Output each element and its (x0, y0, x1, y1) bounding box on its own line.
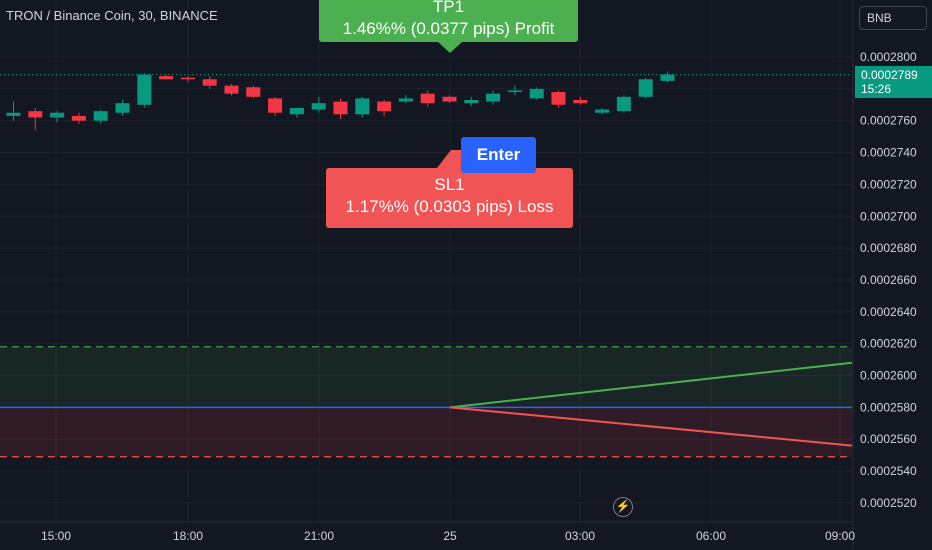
time-tick-label: 18:00 (173, 529, 203, 543)
stop-loss-pointer (437, 150, 461, 168)
last-price-tag: 0.0002789 15:26 (855, 66, 932, 98)
take-profit-title: TP1 (432, 0, 465, 16)
last-price-value: 0.0002789 (861, 68, 918, 82)
price-tick-label: 0.0002760 (860, 114, 917, 128)
time-tick-label: 25 (443, 529, 457, 543)
price-axis[interactable]: 0.00028000.00027800.00027600.00027400.00… (852, 0, 917, 550)
candle-body (573, 99, 588, 104)
candle-body (420, 93, 435, 104)
candle-body (50, 112, 65, 118)
time-tick-label: 21:00 (304, 529, 334, 543)
price-tick-label: 0.0002580 (860, 400, 917, 414)
candle-body (355, 98, 370, 115)
price-tick-label: 0.0002640 (860, 305, 917, 319)
take-profit-pointer (438, 42, 462, 53)
price-tick-label: 0.0002720 (860, 177, 917, 191)
candle-body (289, 107, 304, 115)
candle-body (246, 87, 261, 97)
take-profit-label[interactable]: TP1 1.46%% (0.0377 pips) Profit (319, 0, 578, 42)
candle-body (180, 77, 195, 80)
candle-body (137, 74, 152, 105)
candle-body (377, 101, 392, 112)
candle-body (333, 101, 348, 115)
candle-body (638, 79, 653, 97)
candle-body (551, 92, 566, 105)
price-tick-label: 0.0002800 (860, 50, 917, 64)
stop-loss-label[interactable]: SL1 1.17%% (0.0303 pips) Loss (326, 168, 573, 228)
enter-label[interactable]: Enter (461, 137, 536, 173)
candle-body (660, 74, 675, 81)
candle-body (398, 98, 413, 102)
price-tick-label: 0.0002560 (860, 432, 917, 446)
price-tick-label: 0.0002540 (860, 464, 917, 478)
candle-body (442, 96, 457, 102)
loss-zone (0, 407, 852, 457)
lightning-icon[interactable]: ⚡ (613, 497, 633, 517)
price-tick-label: 0.0002680 (860, 241, 917, 255)
price-tick-label: 0.0002700 (860, 209, 917, 223)
candle-body (159, 76, 174, 80)
stop-loss-title: SL1 (434, 175, 465, 194)
candle-body (71, 115, 86, 121)
chart-title: TRON / Binance Coin, 30, BINANCE (6, 8, 218, 23)
candle-body (311, 103, 326, 110)
profit-zone (0, 346, 852, 408)
candle-body (268, 98, 283, 113)
candle-body (28, 111, 43, 118)
time-tick-label: 03:00 (565, 529, 595, 543)
time-axis[interactable]: 15:00 18:00 21:00 25 03:00 06:00 09:00 (0, 521, 855, 543)
time-tick-label: 09:00 (825, 529, 855, 543)
bar-countdown: 15:26 (861, 82, 892, 96)
candle-body (115, 103, 130, 113)
profit-projection-line (449, 361, 853, 409)
candle-body (224, 85, 239, 94)
stop-loss-detail: 1.17%% (0.0303 pips) Loss (345, 197, 554, 216)
price-tick-label: 0.0002620 (860, 337, 917, 351)
price-tick-label: 0.0002600 (860, 369, 917, 383)
candle-body (486, 93, 501, 102)
time-tick-label: 15:00 (41, 529, 71, 543)
candle-body (595, 109, 610, 113)
take-profit-detail: 1.46%% (0.0377 pips) Profit (342, 19, 555, 38)
candle-body (202, 79, 217, 86)
position-zones (0, 42, 853, 458)
time-tick-label: 06:00 (696, 529, 726, 543)
candle-body (93, 111, 108, 121)
candles (6, 71, 675, 131)
candle-body (616, 96, 631, 112)
price-tick-label: 0.0002660 (860, 273, 917, 287)
loss-projection-line (449, 406, 853, 447)
price-tick-label: 0.0002520 (860, 496, 917, 510)
price-tick-label: 0.0002740 (860, 146, 917, 160)
candle-body (507, 90, 522, 93)
candle-body (464, 99, 479, 104)
candle-body (6, 112, 21, 116)
candle-body (529, 88, 544, 99)
symbol-button[interactable]: BNB (859, 6, 927, 30)
